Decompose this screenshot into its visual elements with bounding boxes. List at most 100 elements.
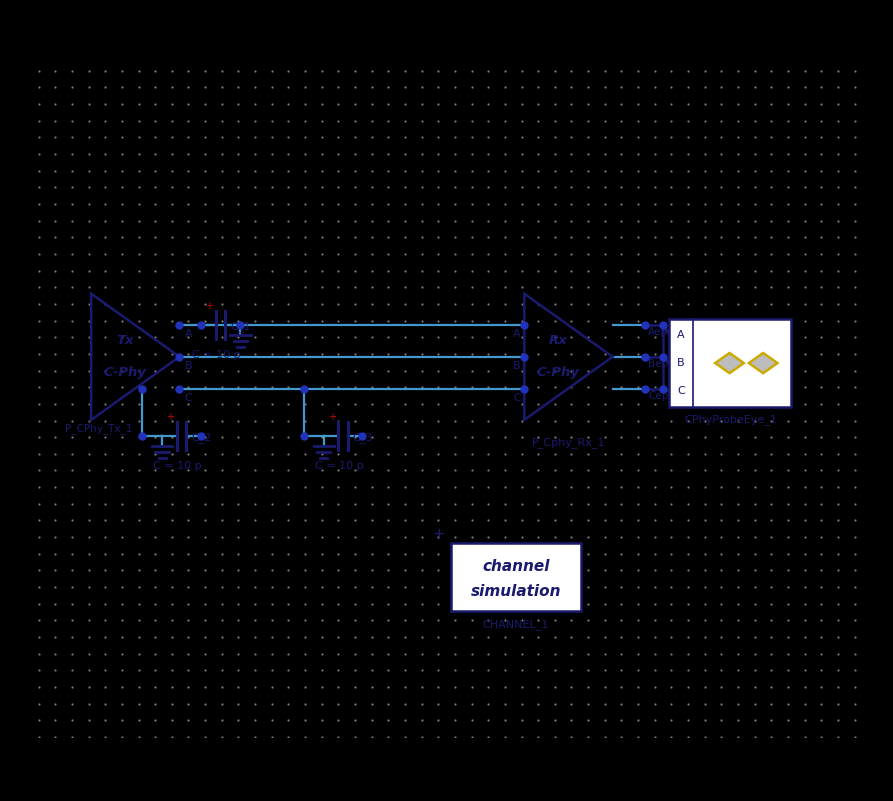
- Point: [631, 314, 646, 327]
- Point: [547, 497, 562, 510]
- Point: [214, 181, 229, 194]
- Point: [647, 431, 662, 444]
- Point: [581, 364, 596, 377]
- Point: [414, 248, 429, 260]
- Point: [747, 514, 762, 527]
- Point: [447, 731, 462, 743]
- Point: [714, 115, 729, 127]
- Point: [48, 431, 63, 444]
- Point: [447, 464, 462, 477]
- Point: [248, 714, 263, 727]
- Point: [48, 547, 63, 560]
- Point: [198, 598, 213, 610]
- Point: [281, 380, 296, 393]
- Point: [714, 397, 729, 410]
- Point: [631, 681, 646, 694]
- Point: [81, 364, 96, 377]
- Point: [314, 598, 329, 610]
- Point: [148, 481, 163, 493]
- Point: [164, 380, 179, 393]
- Point: [680, 514, 695, 527]
- Point: [231, 464, 246, 477]
- Point: [231, 514, 246, 527]
- Point: [747, 531, 762, 544]
- Point: [780, 647, 795, 660]
- Point: [181, 681, 196, 694]
- Point: [464, 448, 479, 461]
- Point: [114, 547, 129, 560]
- Point: [381, 630, 396, 643]
- Point: [531, 131, 546, 144]
- Point: [98, 614, 113, 626]
- Point: [747, 314, 762, 327]
- Point: [381, 248, 396, 260]
- Point: [198, 681, 213, 694]
- Point: [364, 248, 379, 260]
- Point: [181, 514, 196, 527]
- Point: [298, 514, 313, 527]
- Point: [314, 331, 329, 344]
- Point: [714, 297, 729, 310]
- Point: [647, 714, 662, 727]
- Point: [614, 248, 629, 260]
- Point: [481, 164, 496, 177]
- Point: [514, 331, 529, 344]
- Point: [298, 314, 313, 327]
- Point: [114, 448, 129, 461]
- Point: [847, 147, 862, 160]
- Point: [847, 664, 862, 677]
- Text: C_3: C_3: [353, 432, 373, 443]
- Point: [314, 181, 329, 194]
- Point: [181, 564, 196, 577]
- Point: [181, 231, 196, 244]
- Point: [431, 647, 446, 660]
- Point: [697, 248, 712, 260]
- Point: [447, 481, 462, 493]
- Point: [697, 697, 712, 710]
- Point: [614, 664, 629, 677]
- Point: [464, 647, 479, 660]
- Point: [98, 348, 113, 360]
- Point: [81, 731, 96, 743]
- Point: [381, 481, 396, 493]
- Point: [730, 348, 745, 360]
- Point: [481, 81, 496, 94]
- Point: [164, 630, 179, 643]
- Point: [431, 81, 446, 94]
- Point: [797, 198, 812, 211]
- Point: [48, 697, 63, 710]
- Point: [631, 714, 646, 727]
- Point: [714, 731, 729, 743]
- Point: [531, 647, 546, 660]
- Point: [431, 664, 446, 677]
- Point: [181, 431, 196, 444]
- Point: [364, 397, 379, 410]
- Point: [281, 581, 296, 594]
- Text: +: +: [328, 412, 336, 422]
- Point: [847, 497, 862, 510]
- Point: [98, 397, 113, 410]
- Point: [114, 647, 129, 660]
- Point: [647, 115, 662, 127]
- Point: [697, 464, 712, 477]
- Point: [198, 731, 213, 743]
- Point: [447, 198, 462, 211]
- Point: [764, 431, 779, 444]
- Point: [647, 481, 662, 493]
- Point: [397, 264, 412, 277]
- Point: [331, 714, 346, 727]
- Point: [847, 564, 862, 577]
- Point: [797, 115, 812, 127]
- Point: [397, 181, 412, 194]
- Point: [298, 714, 313, 727]
- Point: [131, 714, 146, 727]
- Point: [464, 198, 479, 211]
- Point: [48, 647, 63, 660]
- Polygon shape: [749, 353, 778, 373]
- Point: [248, 231, 263, 244]
- Point: [431, 414, 446, 427]
- Point: [298, 681, 313, 694]
- Point: [364, 681, 379, 694]
- Point: [697, 397, 712, 410]
- Point: [780, 131, 795, 144]
